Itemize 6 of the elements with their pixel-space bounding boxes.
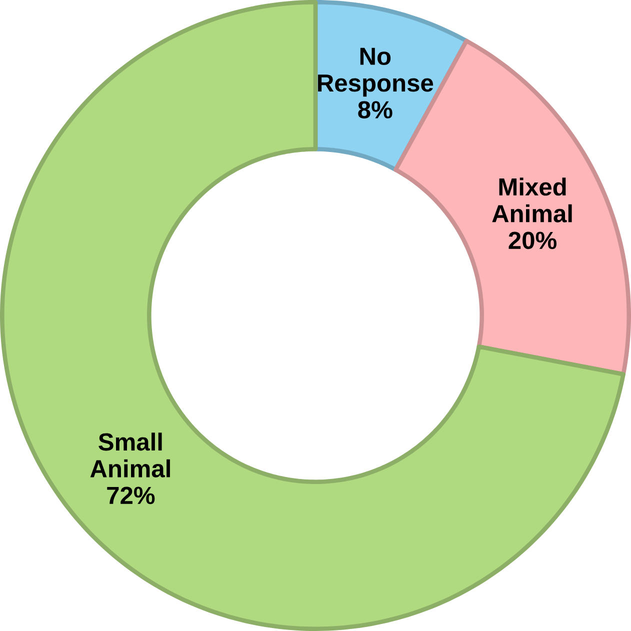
data-label: 20% (508, 232, 556, 250)
data-label: 72% (107, 486, 155, 504)
slice-label: Small Animal (90, 432, 170, 478)
slice-label: No Response (318, 48, 434, 97)
data-label: 8% (358, 101, 392, 118)
slice-label: Mixed Animal (492, 178, 572, 222)
